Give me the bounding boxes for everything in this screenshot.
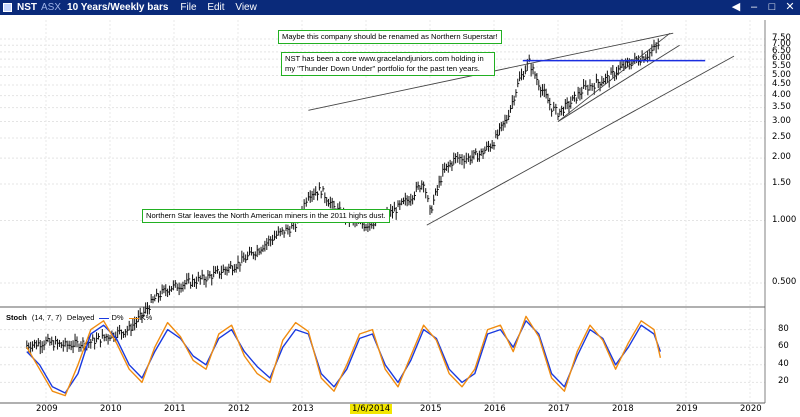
- annotation-north-star: Northern Star leaves the North American …: [142, 209, 390, 223]
- menu-view[interactable]: View: [235, 2, 257, 13]
- price-tick-label: 1.000: [772, 214, 797, 225]
- menu-edit[interactable]: Edit: [207, 2, 225, 13]
- trend-line: [557, 44, 680, 122]
- price-tick-label: 6.00: [772, 53, 791, 64]
- year-tick-label: 2020: [740, 404, 762, 414]
- price-tick-label: 4.50: [772, 79, 791, 90]
- price-tick-label: 7.00: [772, 39, 791, 50]
- symbol-label: NST: [17, 2, 37, 13]
- d-label: D%: [111, 313, 124, 322]
- stoch-tick-label: 60: [778, 341, 789, 352]
- chart-background: [0, 15, 800, 417]
- back-icon[interactable]: ◀: [731, 1, 741, 13]
- year-tick-label: 2013: [292, 404, 314, 414]
- year-tick-label: 2015: [420, 404, 442, 414]
- window-controls: ◀ – □ ✕: [730, 1, 796, 13]
- d-line-swatch: [99, 317, 110, 319]
- k-label: K%: [140, 313, 153, 322]
- stochastic-lines: [26, 315, 662, 397]
- stoch-params: (14, 7, 7): [31, 313, 62, 322]
- k-line-swatch: [128, 317, 139, 319]
- year-tick-label: 2017: [548, 404, 570, 414]
- stoch-title: Stoch: [6, 313, 27, 322]
- period-label[interactable]: 10 Years/Weekly bars: [67, 2, 169, 13]
- price-tick-label: 3.50: [772, 101, 791, 112]
- stoch-mode: Delayed: [66, 313, 95, 322]
- price-tick-label: 2.50: [772, 131, 791, 142]
- price-tick-label: 5.00: [772, 69, 791, 80]
- price-tick-label: 1.50: [772, 178, 791, 188]
- menu-bar: File Edit View: [180, 2, 264, 13]
- annotation-graceland: NST has been a core www.gracelandjuniors…: [281, 52, 495, 76]
- year-tick-label: 2018: [612, 404, 634, 414]
- price-bars: [26, 38, 660, 355]
- stoch-k-key: K%: [128, 313, 153, 322]
- stoch-d-line: [26, 320, 662, 394]
- price-tick-label: 2.00: [772, 152, 791, 163]
- menu-file[interactable]: File: [180, 2, 197, 13]
- year-tick-label: 2016: [484, 404, 506, 414]
- stoch-legend: Stoch (14, 7, 7) Delayed D% K%: [6, 313, 152, 322]
- year-tick-label: 2009: [36, 404, 58, 414]
- price-tick-label: 7.50: [772, 33, 791, 43]
- chart-canvas[interactable]: [0, 15, 800, 417]
- stoch-grid: [0, 329, 765, 383]
- window-title-bar: NST ASX 10 Years/Weekly bars File Edit V…: [0, 0, 800, 15]
- price-tick-label: 0.500: [772, 277, 797, 287]
- minimize-icon[interactable]: –: [750, 1, 758, 13]
- year-tick-label: 2019: [676, 404, 698, 414]
- price-tick-label: 4.00: [772, 89, 791, 100]
- app-icon[interactable]: [3, 3, 12, 12]
- price-tick-label: 5.50: [772, 60, 791, 71]
- stoch-k-line: [26, 315, 662, 397]
- price-tick-label: 3.00: [772, 115, 791, 126]
- stoch-d-key: D%: [99, 313, 124, 322]
- year-tick-label: 1/6/2014: [350, 404, 393, 414]
- stoch-tick-label: 80: [778, 323, 789, 334]
- stoch-tick-label: 40: [778, 358, 789, 369]
- annotation-superstar: Maybe this company should be renamed as …: [278, 30, 502, 44]
- trend-line: [426, 55, 735, 226]
- stoch-tick-label: 20: [778, 376, 789, 387]
- exchange-label: ASX: [41, 2, 62, 13]
- year-tick-label: 2012: [228, 404, 250, 414]
- year-tick-label: 2011: [164, 404, 186, 414]
- trend-lines: [308, 32, 735, 226]
- close-icon[interactable]: ✕: [785, 1, 795, 13]
- maximize-icon[interactable]: □: [768, 1, 776, 13]
- year-tick-label: 2010: [100, 404, 122, 414]
- trend-line: [557, 32, 671, 122]
- price-tick-label: 6.50: [772, 45, 791, 56]
